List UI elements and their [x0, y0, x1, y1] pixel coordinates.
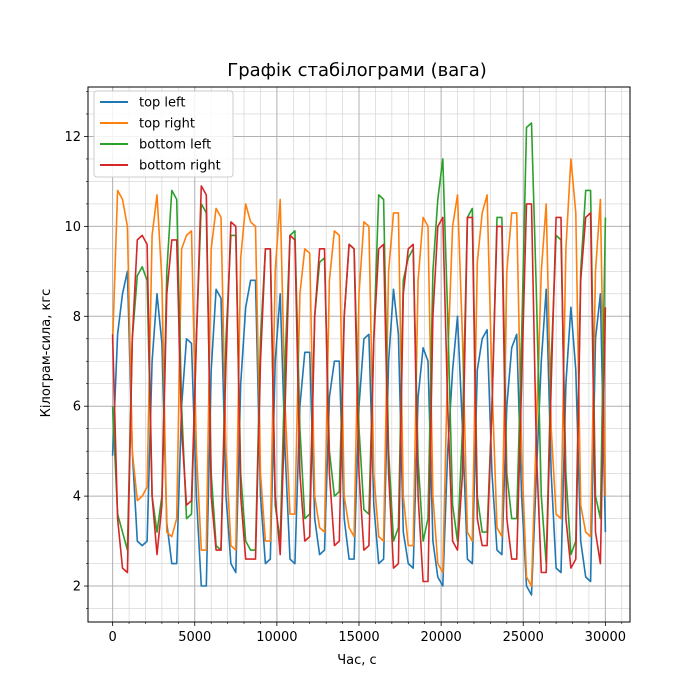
legend: top left top right bottom left bottom right: [93, 90, 234, 178]
legend-label: bottom left: [139, 138, 211, 153]
x-tick-label: 0: [108, 630, 116, 645]
series-line-bottom-right: [111, 185, 607, 583]
y-tick-label: 12: [64, 130, 81, 145]
x-tick-label: 20000: [420, 630, 461, 645]
y-tick-label: 4: [73, 490, 81, 505]
chart-title: Графік стабілограми (вага): [227, 60, 487, 81]
x-axis-label: Час, с: [337, 653, 376, 668]
x-tick-label: 10000: [256, 630, 297, 645]
legend-box: [93, 90, 234, 178]
y-tick-label: 8: [73, 310, 81, 325]
x-tick-label: 25000: [503, 630, 544, 645]
y-axis: 2 4 6 8 10 12: [64, 91, 88, 609]
y-tick-label: 6: [73, 400, 81, 415]
x-tick-label: 5000: [178, 630, 211, 645]
y-tick-label: 2: [73, 580, 81, 595]
legend-label: top right: [139, 117, 195, 132]
legend-label: bottom right: [139, 159, 221, 174]
y-axis-label: Кілограм-сила, кгс: [39, 289, 54, 418]
x-tick-label: 15000: [338, 630, 379, 645]
y-tick-label: 10: [64, 220, 81, 235]
x-tick-label: 30000: [585, 630, 626, 645]
legend-label: top left: [139, 96, 186, 111]
series-group: [111, 122, 607, 596]
x-axis: 0 5000 10000 15000 20000 25000 30000: [108, 622, 626, 645]
